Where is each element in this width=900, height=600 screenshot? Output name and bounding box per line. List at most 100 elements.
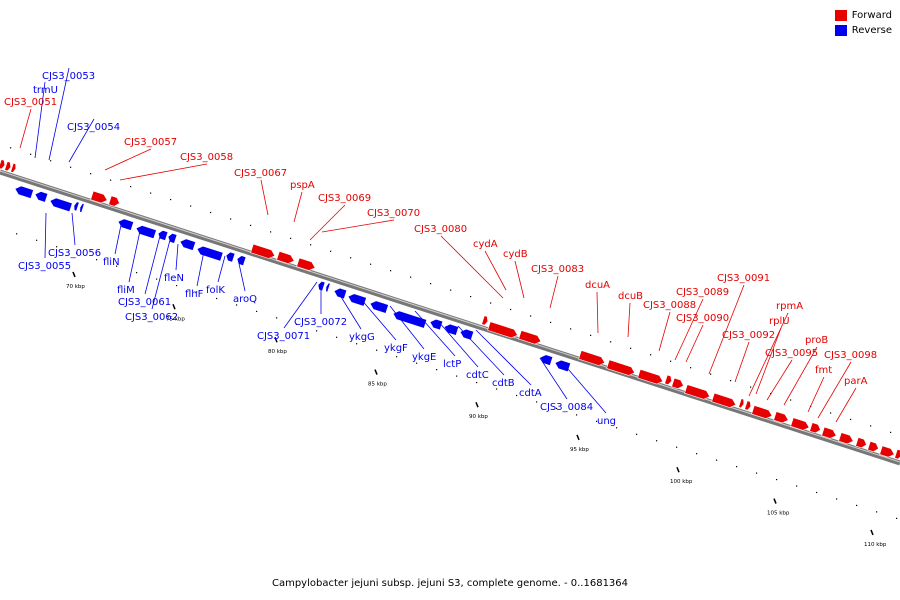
forward-label: CJS3_0083 [531,264,584,275]
minor-tick [476,381,478,384]
reverse-leader [561,361,607,414]
backbone-highlight [0,170,900,463]
minor-tick [850,418,852,421]
reverse-label: aroQ [233,294,257,305]
tick-label: 100 kbp [670,479,693,485]
tick-mark [773,498,777,504]
reverse-gene [135,225,157,240]
gene-arrow [369,300,389,314]
reverse-leader [437,320,479,368]
forward-leader [708,284,745,375]
minor-tick [376,349,378,351]
minor-tick [590,334,592,336]
forward-leader [817,361,852,419]
gene-arrow [751,405,773,419]
minor-tick [36,239,38,241]
forward-label: CJS3_0090 [676,313,729,324]
minor-tick [790,399,792,401]
forward-label: CJS3_0080 [414,224,467,235]
minor-tick [856,504,858,507]
forward-gene [744,400,752,411]
forward-gene [867,440,879,453]
forward-leader [104,148,152,171]
minor-tick [750,386,752,388]
forward-label: fmt [815,365,832,376]
forward-gene [578,350,606,366]
gene-arrow [879,445,895,458]
reverse-leader [414,310,456,357]
legend-reverse-label: Reverse [851,25,892,36]
gene-arrow [429,318,444,331]
gene-arrow [790,417,810,431]
gene-arrow [773,411,789,424]
minor-tick [450,289,452,291]
reverse-leader [457,325,505,376]
reverse-leader [175,243,179,271]
minor-tick [236,304,238,306]
tick-label: 90 kbp [469,414,488,420]
reverse-leader [359,297,397,341]
forward-leader [685,324,704,363]
minor-tick [270,231,272,233]
gene-arrow [135,225,157,240]
forward-leader [627,302,631,338]
reverse-label: lctP [443,359,461,370]
forward-label: parA [844,376,868,387]
reverse-label: CJS3_0084 [540,402,593,413]
reverse-leader [237,258,246,292]
tick-label: 85 kbp [368,382,387,388]
gene-arrow [821,426,837,439]
gene-arrow [14,185,34,199]
gene-arrow [867,440,879,453]
minor-tick [76,252,78,254]
minor-tick [696,453,698,455]
gene-labels: CJS3_0051 CJS3_0057CJS3_0058CJS3_0067pspA… [4,71,877,427]
caption: Campylobacter jejuni subsp. jejuni S3, c… [271,578,629,589]
reverse-gene [34,191,49,203]
minor-tick [676,446,678,448]
gene-arrow [664,374,673,386]
reverse-label: fleN [164,273,184,284]
forward-gene [637,368,664,385]
minor-tick [56,246,58,248]
minor-tick [616,427,618,429]
gene-arrow [90,190,108,204]
tick-label: 95 kbp [570,447,589,453]
minor-tick [870,425,872,427]
reverse-leader [337,291,362,330]
reverse-label: ykgE [412,352,436,363]
minor-tick [396,356,398,358]
minor-tick [276,317,278,319]
reverse-label: cdtA [519,388,542,399]
forward-leader [783,346,818,406]
forward-leader [19,108,32,149]
gene-arrow [347,293,367,307]
gene-arrow [684,384,711,400]
minor-tick [390,270,392,272]
reverse-label: fliM [117,285,135,296]
minor-tick [250,224,252,227]
minor-tick [796,485,798,487]
gene-arrow [333,287,348,300]
forward-label: CJS3_0089 [676,287,729,298]
minor-tick [90,173,92,175]
forward-leader [293,191,303,223]
reverse-leader [196,250,205,287]
minor-tick [410,276,412,278]
forward-label: cydB [503,249,528,260]
minor-tick [570,328,572,330]
minor-tick [896,517,898,519]
minor-tick [136,272,138,274]
gene-arrow [487,321,518,339]
gene-arrow [276,250,295,264]
minor-tick [610,341,612,343]
reverse-label: CJS3_0061 [118,297,171,308]
forward-gene [855,437,867,449]
gene-arrow [49,197,73,213]
reverse-label: CJS3_0054 [67,122,120,133]
forward-gene [809,422,821,434]
minor-tick [370,263,372,265]
reverse-gene [325,282,331,293]
forward-leader [748,312,789,397]
minor-tick [736,466,738,468]
